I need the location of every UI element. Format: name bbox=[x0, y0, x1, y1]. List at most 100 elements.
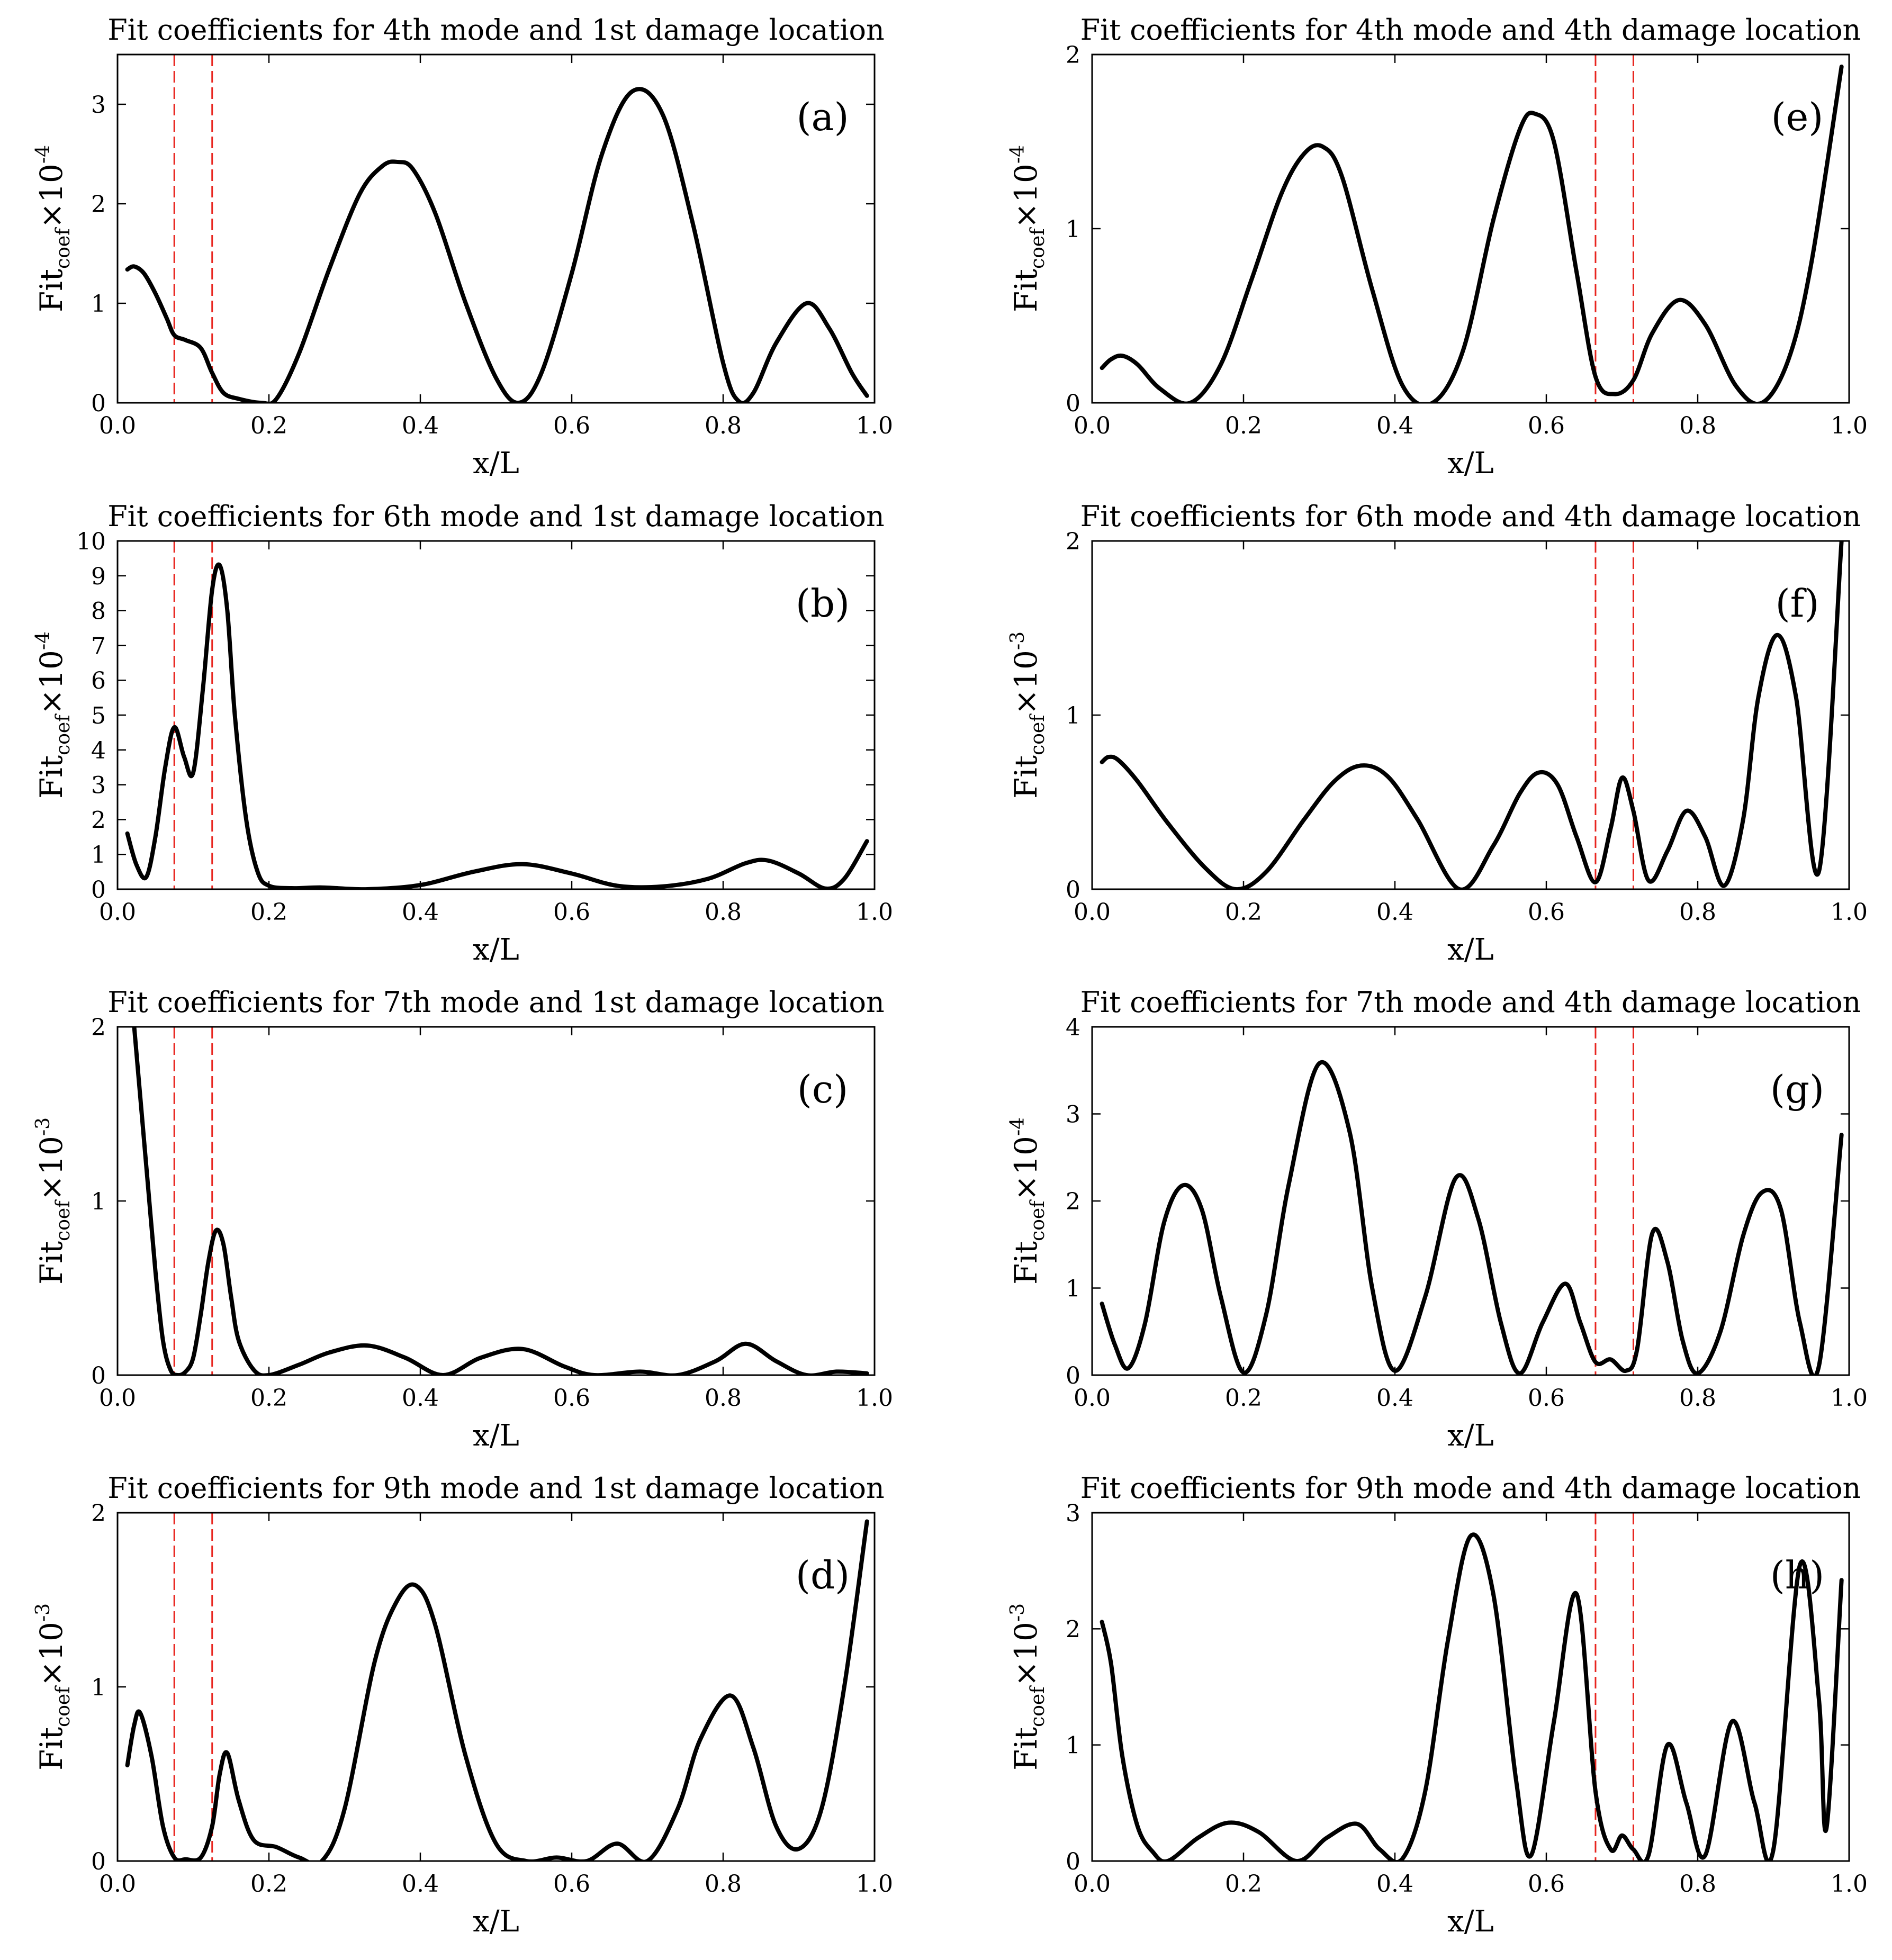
x-tick-label: 0.8 bbox=[705, 1871, 742, 1898]
x-tick-label: 0.6 bbox=[1528, 899, 1565, 926]
panel-4: Fit coefficients for 9th mode and 1st da… bbox=[32, 1471, 893, 1939]
data-curve bbox=[125, 87, 869, 403]
x-axis-label: x/L bbox=[473, 446, 519, 481]
y-tick-label: 2 bbox=[91, 191, 106, 218]
plot-frame bbox=[1091, 540, 1850, 890]
y-tick-label: 0 bbox=[91, 1848, 106, 1875]
panel-label: (g) bbox=[1770, 1067, 1824, 1112]
x-tick-label: 0.0 bbox=[1074, 412, 1111, 439]
x-axis-label: x/L bbox=[473, 1419, 519, 1453]
y-tick-label: 5 bbox=[91, 702, 106, 729]
plot-frame bbox=[116, 540, 876, 890]
x-axis-label: x/L bbox=[473, 1904, 519, 1939]
x-tick-label: 0.2 bbox=[250, 1871, 287, 1898]
x-tick-label: 0.4 bbox=[402, 412, 439, 439]
x-tick-label: 1.0 bbox=[1831, 1871, 1868, 1898]
x-tick-label: 0.4 bbox=[402, 1871, 439, 1898]
y-tick-label: 9 bbox=[91, 563, 106, 590]
y-tick-label: 0 bbox=[1066, 1362, 1080, 1389]
x-tick-label: 0.0 bbox=[99, 899, 136, 926]
chart-title: Fit coefficients for 7th mode and 4th da… bbox=[1080, 986, 1861, 1019]
y-tick-label: 4 bbox=[91, 737, 106, 764]
y-tick-label: 2 bbox=[1066, 1188, 1080, 1215]
panel-label: (c) bbox=[797, 1067, 849, 1112]
x-tick-label: 0.8 bbox=[705, 412, 742, 439]
data-curve bbox=[132, 1027, 869, 1375]
x-tick-label: 1.0 bbox=[856, 899, 893, 926]
panel-5: Fit coefficients for 4th mode and 4th da… bbox=[1007, 13, 1868, 481]
y-tick-label: 3 bbox=[91, 92, 106, 119]
x-tick-label: 0.8 bbox=[705, 1385, 742, 1412]
x-axis-label: x/L bbox=[1447, 446, 1494, 481]
y-axis-label: Fitcoef×10-3 bbox=[32, 1603, 74, 1771]
panel-label: (b) bbox=[796, 581, 850, 626]
y-tick-label: 1 bbox=[1066, 702, 1080, 729]
data-curve bbox=[1100, 1060, 1844, 1375]
x-tick-label: 0.4 bbox=[402, 899, 439, 926]
x-tick-label: 0.2 bbox=[1225, 899, 1262, 926]
plot-frame bbox=[116, 1026, 876, 1376]
y-tick-label: 1 bbox=[1066, 1732, 1080, 1759]
y-tick-label: 7 bbox=[91, 633, 106, 660]
x-tick-label: 1.0 bbox=[856, 1385, 893, 1412]
y-tick-label: 1 bbox=[1066, 216, 1080, 243]
panel-label: (h) bbox=[1770, 1553, 1825, 1597]
y-tick-label: 4 bbox=[1066, 1014, 1080, 1041]
y-tick-label: 0 bbox=[1066, 390, 1080, 417]
x-tick-label: 0.2 bbox=[250, 412, 287, 439]
chart-title: Fit coefficients for 7th mode and 1st da… bbox=[107, 986, 885, 1019]
x-tick-label: 0.6 bbox=[553, 1385, 590, 1412]
y-tick-label: 2 bbox=[91, 807, 106, 834]
y-axis-label: Fitcoef×10-4 bbox=[1007, 1117, 1049, 1285]
x-tick-label: 0.8 bbox=[705, 899, 742, 926]
x-axis-label: x/L bbox=[1447, 933, 1494, 967]
chart-title: Fit coefficients for 4th mode and 4th da… bbox=[1080, 13, 1861, 47]
y-axis-label: Fitcoef×10-4 bbox=[32, 631, 74, 799]
x-tick-label: 0.0 bbox=[1074, 1871, 1111, 1898]
x-tick-label: 0.4 bbox=[1376, 1385, 1413, 1412]
y-tick-label: 2 bbox=[91, 1014, 106, 1041]
y-tick-label: 0 bbox=[1066, 1848, 1080, 1875]
plot-frame bbox=[1091, 1026, 1850, 1376]
y-tick-label: 1 bbox=[1066, 1276, 1080, 1303]
x-tick-label: 1.0 bbox=[1831, 899, 1868, 926]
y-tick-label: 10 bbox=[76, 528, 106, 555]
chart-title: Fit coefficients for 9th mode and 4th da… bbox=[1080, 1471, 1861, 1505]
x-tick-label: 0.2 bbox=[1225, 412, 1262, 439]
x-tick-label: 0.6 bbox=[1528, 1385, 1565, 1412]
panel-3: Fit coefficients for 7th mode and 1st da… bbox=[32, 986, 893, 1453]
panel-6: Fit coefficients for 6th mode and 4th da… bbox=[1007, 500, 1868, 967]
data-curve bbox=[1100, 1532, 1844, 1861]
plot-frame bbox=[1091, 1512, 1850, 1862]
panel-8: Fit coefficients for 9th mode and 4th da… bbox=[1007, 1471, 1868, 1939]
y-tick-label: 2 bbox=[1066, 42, 1080, 69]
y-tick-label: 3 bbox=[91, 772, 106, 799]
x-tick-label: 1.0 bbox=[1831, 412, 1868, 439]
panel-7: Fit coefficients for 7th mode and 4th da… bbox=[1007, 986, 1868, 1453]
x-tick-label: 0.6 bbox=[1528, 1871, 1565, 1898]
data-curve bbox=[125, 562, 869, 889]
x-tick-label: 0.4 bbox=[1376, 1871, 1413, 1898]
x-tick-label: 0.0 bbox=[99, 412, 136, 439]
y-tick-label: 3 bbox=[1066, 1101, 1080, 1128]
panel-label: (d) bbox=[796, 1553, 850, 1597]
x-axis-label: x/L bbox=[1447, 1904, 1494, 1939]
plot-frame bbox=[116, 1512, 876, 1862]
x-tick-label: 0.6 bbox=[553, 412, 590, 439]
y-axis-label: Fitcoef×10-3 bbox=[1007, 631, 1049, 799]
data-curve bbox=[1100, 541, 1844, 889]
chart-title: Fit coefficients for 9th mode and 1st da… bbox=[107, 1471, 885, 1505]
x-tick-label: 0.4 bbox=[1376, 412, 1413, 439]
x-tick-label: 0.0 bbox=[99, 1385, 136, 1412]
chart-title: Fit coefficients for 4th mode and 1st da… bbox=[107, 13, 885, 47]
y-tick-label: 3 bbox=[1066, 1500, 1080, 1527]
y-tick-label: 1 bbox=[91, 291, 106, 318]
y-axis-label: Fitcoef×10-4 bbox=[1007, 145, 1049, 312]
x-tick-label: 0.8 bbox=[1679, 1385, 1716, 1412]
chart-title: Fit coefficients for 6th mode and 4th da… bbox=[1080, 500, 1861, 533]
y-tick-label: 2 bbox=[1066, 528, 1080, 555]
y-tick-label: 8 bbox=[91, 598, 106, 625]
y-axis-label: Fitcoef×10-3 bbox=[32, 1117, 74, 1285]
y-tick-label: 2 bbox=[91, 1500, 106, 1527]
